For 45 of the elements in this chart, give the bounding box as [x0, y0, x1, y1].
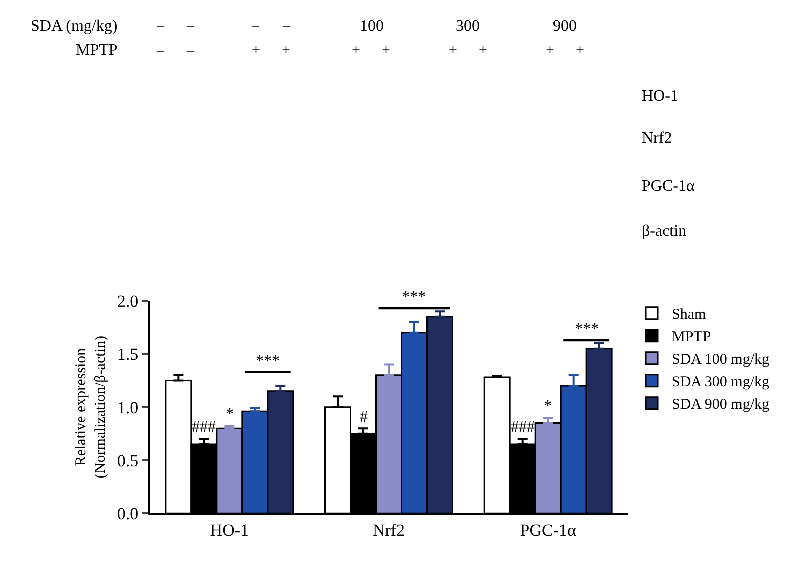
text: + — [449, 43, 458, 59]
annotation: * — [544, 398, 552, 415]
text: – — [156, 18, 165, 34]
text: + — [479, 43, 488, 59]
text: – — [282, 18, 291, 34]
text: 900 — [553, 18, 577, 35]
text: PGC-1α — [642, 178, 696, 195]
annotation: *** — [256, 353, 280, 370]
text: – — [251, 18, 260, 34]
text: 100 — [360, 18, 384, 35]
text: – — [186, 43, 195, 59]
legend-label: SDA 300 mg/kg — [672, 374, 770, 391]
text: HO-1 — [642, 88, 678, 105]
legend-label: SDA 100 mg/kg — [672, 352, 770, 368]
text: + — [382, 43, 390, 59]
y-tick-label: 0.5 — [117, 451, 139, 470]
text: Nrf2 — [642, 130, 672, 147]
annotation: ### — [511, 419, 535, 436]
y-tick-label: 0.0 — [117, 504, 139, 524]
annotation: ### — [192, 419, 216, 436]
annotation: # — [360, 409, 368, 426]
text: + — [352, 43, 360, 59]
y-tick-label: 2.0 — [117, 292, 139, 311]
annotation: *** — [575, 321, 599, 338]
x-tick-label: HO-1 — [210, 521, 250, 540]
text: + — [252, 43, 260, 59]
y-tick-label: 1.5 — [117, 345, 139, 364]
text: – — [186, 18, 195, 34]
legend-label: SDA 900 mg/kg — [672, 397, 770, 414]
text: + — [282, 43, 290, 59]
annotation: *** — [402, 289, 426, 306]
text: 300 — [456, 18, 480, 35]
text: + — [546, 43, 554, 59]
x-tick-label: Nrf2 — [372, 521, 406, 540]
x-tick-label: PGC-1α — [520, 521, 576, 540]
text: β-actin — [642, 223, 687, 240]
text: – — [156, 43, 165, 59]
text: SDA (mg/kg) — [31, 18, 118, 35]
annotation: * — [226, 406, 234, 423]
text: + — [576, 43, 584, 59]
y-tick-label: 1.0 — [117, 398, 139, 418]
text: MPTP — [76, 42, 118, 59]
legend-label: MPTP — [672, 330, 712, 346]
legend-label: Sham — [672, 307, 706, 324]
y-axis-title: Relative expression (Normalization/β-actin) — [74, 336, 110, 479]
